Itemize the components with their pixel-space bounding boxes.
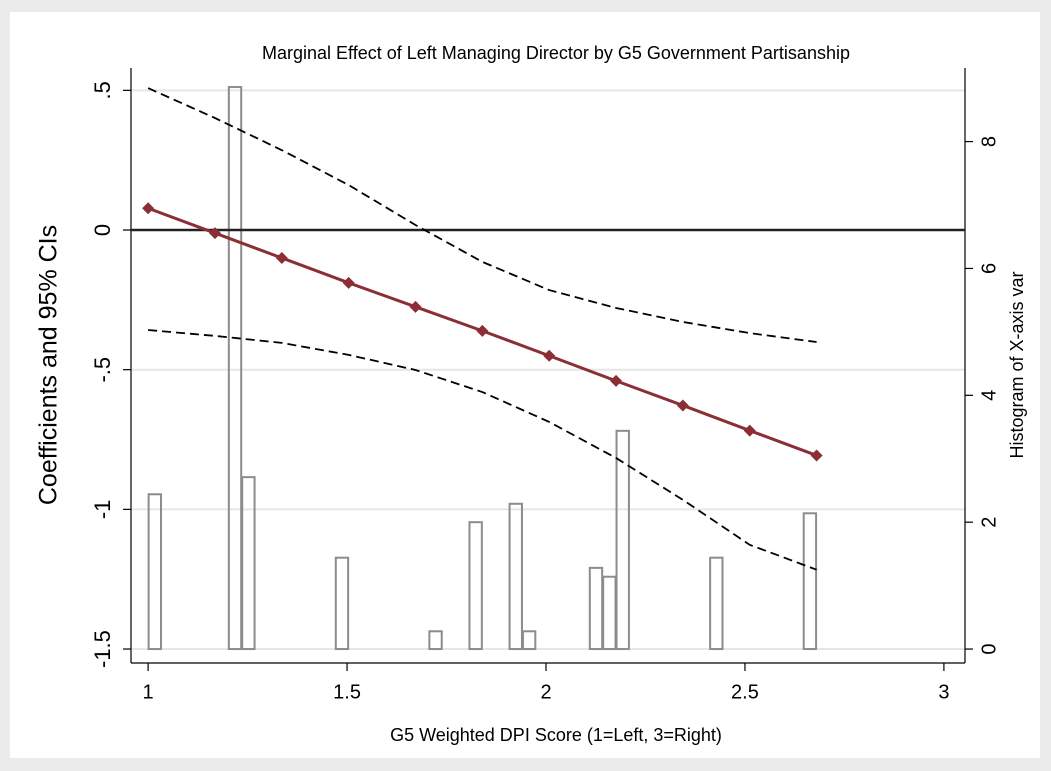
point-marker xyxy=(208,227,221,240)
histogram-bar xyxy=(615,429,630,651)
series-line xyxy=(147,87,817,343)
y-tick-label: .5 xyxy=(90,81,115,99)
y2-tick-label: 6 xyxy=(978,263,1000,274)
y2-tick-label: 2 xyxy=(978,517,1000,528)
x-tick-label: 1 xyxy=(143,681,154,703)
histogram-bar xyxy=(521,630,537,651)
histogram-bar xyxy=(428,630,443,651)
point-marker xyxy=(610,374,623,387)
histogram-bar xyxy=(602,575,617,651)
y2-tick-label: 4 xyxy=(978,390,1000,401)
histogram-bar xyxy=(227,86,243,651)
y-tick-label: -.5 xyxy=(90,357,115,383)
histogram-bar xyxy=(709,556,724,651)
histogram-bar xyxy=(334,556,350,651)
point-marker xyxy=(676,399,689,412)
histogram-bar xyxy=(508,502,523,651)
histogram-bar xyxy=(468,521,483,651)
histogram-bar xyxy=(241,476,256,651)
x-tick-label: 1.5 xyxy=(333,681,361,703)
chart-title: Marginal Effect of Left Managing Directo… xyxy=(262,43,850,63)
point-marker xyxy=(476,324,489,337)
y-tick-label: 0 xyxy=(90,224,115,236)
point-marker xyxy=(142,202,155,215)
histogram-bar xyxy=(588,566,604,651)
point-marker xyxy=(409,300,422,313)
histogram-bar xyxy=(802,512,818,651)
point-marker xyxy=(275,251,288,264)
series-line xyxy=(148,329,817,571)
y2-axis-label: Histogram of X-axis var xyxy=(1007,271,1027,458)
y-axis-label: Coefficients and 95% CIs xyxy=(35,225,63,505)
y-tick-label: -1.5 xyxy=(90,630,115,668)
graph-region xyxy=(10,12,1040,758)
point-marker xyxy=(743,424,756,437)
x-tick-label: 2.5 xyxy=(731,681,759,703)
point-marker xyxy=(342,276,355,289)
y-tick-label: -1 xyxy=(90,500,115,520)
y2-tick-label: 8 xyxy=(978,136,1000,147)
y2-tick-label: 0 xyxy=(978,643,1000,654)
x-tick-label: 3 xyxy=(938,681,949,703)
histogram-bar xyxy=(147,493,162,651)
x-tick-label: 2 xyxy=(540,681,551,703)
point-marker xyxy=(810,449,823,462)
point-marker xyxy=(543,349,556,362)
x-axis-label: G5 Weighted DPI Score (1=Left, 3=Right) xyxy=(390,725,722,745)
